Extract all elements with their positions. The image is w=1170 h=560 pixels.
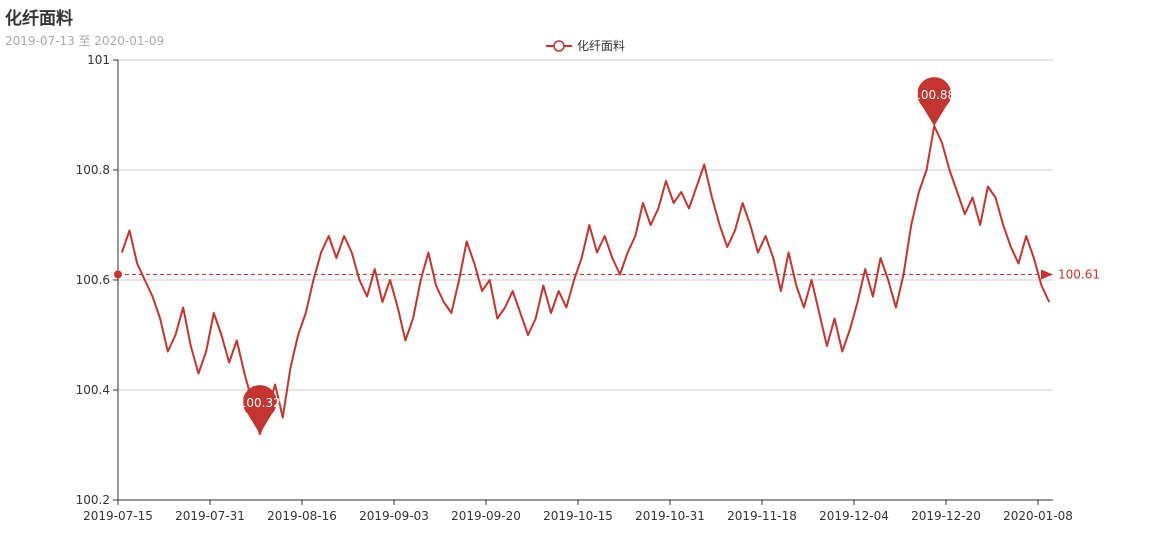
markers: 100.88 100.32	[239, 77, 955, 434]
min-marker: 100.32	[239, 385, 281, 434]
series-line	[120, 125, 1051, 435]
x-tick-label: 2019-12-20	[911, 509, 981, 523]
series-polyline	[120, 125, 1051, 435]
min-marker-pin-icon	[242, 385, 277, 434]
max-marker-label: 100.88	[913, 88, 955, 102]
x-tick-label: 2020-01-08	[1003, 509, 1073, 523]
legend-label: 化纤面料	[577, 39, 625, 53]
max-marker-pin-icon	[917, 77, 952, 126]
chart-title: 化纤面料	[5, 9, 73, 29]
average-label: 100.61	[1058, 268, 1100, 282]
x-tick-label: 2019-08-16	[267, 509, 337, 523]
average-arrow-icon	[1041, 269, 1053, 280]
x-tick-label: 2019-10-15	[543, 509, 613, 523]
x-tick-label: 2019-10-31	[635, 509, 705, 523]
average-start-dot	[114, 270, 122, 279]
chart-subtitle: 2019-07-13 至 2020-01-09	[5, 34, 165, 48]
y-tick-label: 100.4	[76, 383, 110, 397]
x-tick-label: 2019-12-04	[819, 509, 889, 523]
y-tick-label: 100.2	[76, 493, 110, 507]
y-tick-label: 101	[87, 53, 110, 67]
x-tick-label: 2019-09-20	[451, 509, 521, 523]
y-tick-label: 100.6	[76, 273, 110, 287]
grid-lines	[118, 59, 1053, 391]
legend[interactable]: 化纤面料	[546, 39, 625, 53]
average-line: 100.61	[114, 268, 1100, 282]
max-marker: 100.88	[913, 77, 955, 126]
x-tick-label: 2019-09-03	[359, 509, 429, 523]
min-marker-label: 100.32	[239, 396, 281, 410]
x-tick-label: 2019-07-31	[175, 509, 245, 523]
legend-circle-icon	[553, 40, 565, 52]
y-tick-label: 100.8	[76, 163, 110, 177]
x-tick-label: 2019-11-18	[727, 509, 797, 523]
axes: 100.2 100.4 100.6 100.8 101 2019-07-15 2019-07…	[76, 53, 1073, 523]
x-tick-label: 2019-07-15	[83, 509, 153, 523]
